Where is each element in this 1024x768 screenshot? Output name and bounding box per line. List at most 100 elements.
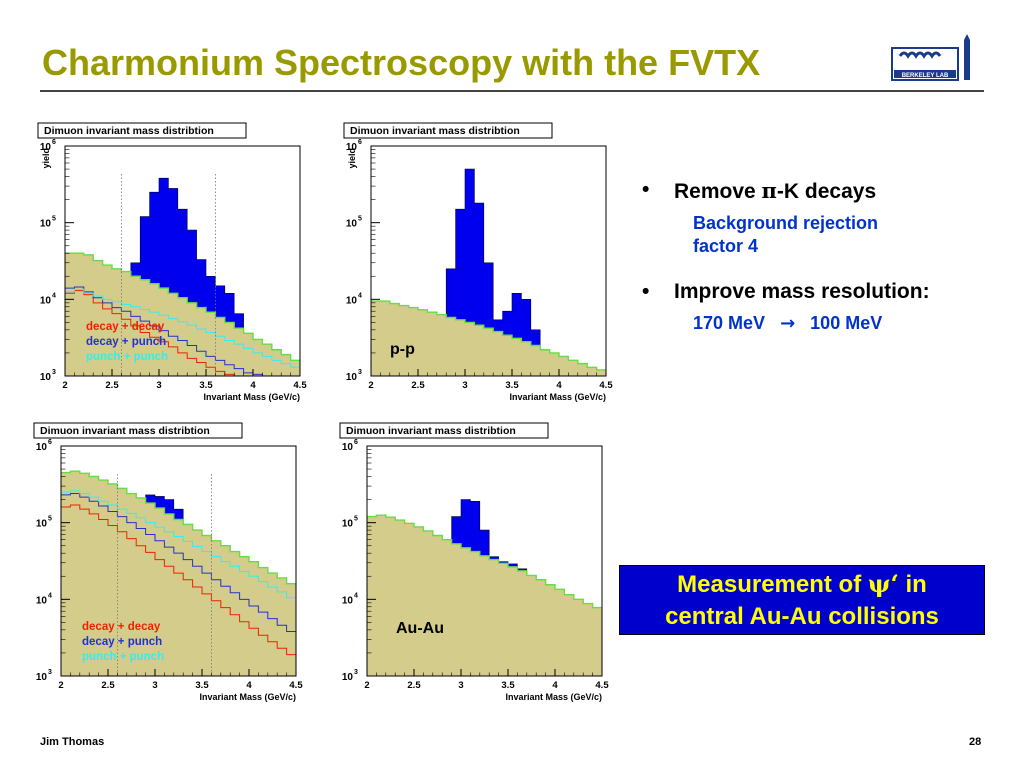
page-title: Charmonium Spectroscopy with the FVTX [42,42,761,83]
series-background [367,515,602,676]
chart-title: Dimuon invariant mass distribtion [350,125,520,137]
bullet-list: • Remove π-K decays Background rejection… [642,178,1012,335]
y-tick-exponent: 6 [52,139,56,146]
y-tick-exponent: 6 [358,139,362,146]
x-tick-label: 3 [458,680,463,691]
x-tick-label: 3 [462,380,467,391]
callout-line-1: Measurement of ψ‘ in [620,568,984,601]
x-tick-label: 4 [246,680,252,691]
plot-frame [60,445,297,677]
y-tick-exponent: 6 [48,439,52,446]
series-punch-punch [65,288,300,368]
x-tick-label: 4.5 [293,380,307,391]
y-tick-label: 10 [36,672,48,683]
callout-line-2: central Au-Au collisions [665,602,939,630]
x-tick-label: 3.5 [199,380,213,391]
x-tick-label: 4.5 [595,680,609,691]
legend-entry-decay-decay: decay + decay [86,321,165,333]
legend-entry-decay-punch: decay + punch [86,336,166,348]
series-decay-punch [65,286,300,377]
bullet-2-from: 170 MeV [693,313,766,333]
series-background [371,301,606,376]
chart-title-box [33,422,243,439]
series-punch-punch [61,490,296,599]
footer-author: Jim Thomas [40,736,105,748]
y-tick-label: 10 [40,142,52,153]
y-tick-exponent: 5 [48,516,52,523]
y-tick-label: 10 [342,519,354,530]
y-tick-label: 10 [342,595,354,606]
plot-frame [366,445,603,677]
panel-label: Au-Au [396,620,444,637]
x-tick-label: 3.5 [505,380,519,391]
bullet-mass-resolution: • Improve mass resolution: [642,280,1012,304]
y-tick-exponent: 4 [354,592,358,599]
x-tick-label: 2 [62,380,67,391]
bullet-1-sub-line-1: Background rejection [693,213,879,233]
series-background [65,253,300,376]
x-tick-label: 3 [152,680,157,691]
y-axis-label: yield [347,148,357,169]
berkeley-lab-logo: BERKELEY LAB [891,34,970,81]
x-tick-label: 4 [556,380,562,391]
chart-title-box [343,122,553,139]
panel-label: p-p [390,341,415,358]
series-background-outline [367,514,602,609]
y-tick-label: 10 [342,442,354,453]
bullet-1-suffix: -K decays [776,180,877,203]
measurement-callout: Measurement of ψ‘ in central Au-Au colli… [619,565,985,635]
x-tick-label: 2.5 [411,380,425,391]
x-tick-label: 2.5 [105,380,119,391]
title-divider [40,90,984,92]
x-tick-label: 2.5 [101,680,115,691]
chart-title: Dimuon invariant mass distribtion [44,125,214,137]
x-tick-label: 4.5 [599,380,613,391]
x-tick-label: 3.5 [501,680,515,691]
y-tick-label: 10 [36,442,48,453]
x-tick-label: 2 [368,380,373,391]
chart-title: Dimuon invariant mass distribtion [40,425,210,437]
x-tick-label: 2.5 [407,680,421,691]
series-background-outline [371,300,606,371]
x-tick-label: 4 [552,680,558,691]
x-tick-label: 3.5 [195,680,209,691]
arrow-right-icon: → [780,313,796,334]
legend-entry-punch-punch: punch + punch [86,351,168,363]
y-tick-label: 10 [36,595,48,606]
bullet-1-subtext: Background rejection factor 4 [693,212,1012,258]
legend-entry-decay-punch: decay + punch [82,636,162,648]
x-tick-label: 2 [58,680,63,691]
y-tick-label: 10 [346,142,358,153]
chart-title: Dimuon invariant mass distribtion [346,425,516,437]
bullet-1-symbol: π [761,178,777,203]
y-tick-exponent: 5 [52,216,56,223]
y-tick-exponent: 3 [358,369,362,376]
x-tick-label: 3 [156,380,161,391]
y-tick-exponent: 4 [48,592,52,599]
bullet-dot-icon: • [642,178,650,201]
bullet-1-prefix: Remove [674,180,762,203]
series-decay-decay [61,504,296,656]
series-decay-punch [61,493,296,633]
legend-entry-decay-decay: decay + decay [82,621,161,633]
plot-frame [370,145,607,377]
x-axis-label: Invariant Mass (GeV/c) [203,392,300,402]
bullet-2-subtext: 170 MeV → 100 MeV [693,312,1012,335]
x-tick-label: 2 [364,680,369,691]
bullet-2-text: Improve mass resolution: [674,280,930,303]
y-tick-label: 10 [346,219,358,230]
chart-bottom-right-auau: Dimuon invariant mass distribtion 2 2.5 3 3.… [339,422,609,702]
y-tick-exponent: 3 [48,669,52,676]
y-tick-label: 10 [346,295,358,306]
footer-page-number: 28 [969,736,982,748]
chart-bottom-left: Dimuon invariant mass distribtion 2 2.5 3 3.… [33,422,303,702]
y-tick-exponent: 3 [52,369,56,376]
y-tick-exponent: 5 [358,216,362,223]
series-background-outline [61,470,296,585]
y-tick-label: 10 [342,672,354,683]
y-tick-label: 10 [346,372,358,383]
y-tick-exponent: 6 [354,439,358,446]
y-tick-exponent: 3 [354,669,358,676]
y-axis-label: yield [41,148,51,169]
x-tick-label: 4.5 [289,680,303,691]
